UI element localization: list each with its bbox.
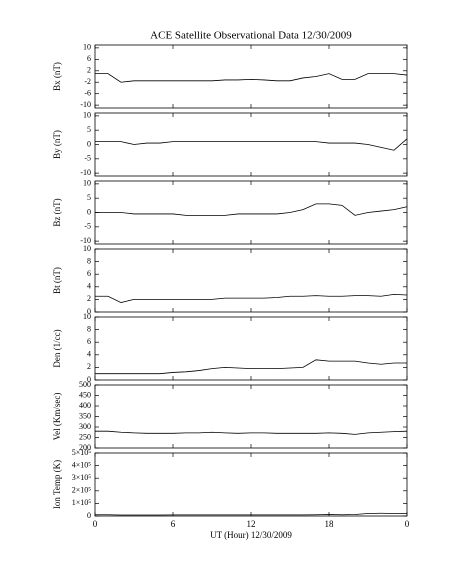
data-line	[95, 512, 407, 516]
y-tick-label: -5	[84, 154, 91, 163]
y-tick-label: 450	[79, 390, 91, 399]
y-tick-label: 2	[87, 294, 91, 303]
y-axis-label: Ion Temp (K)	[52, 460, 62, 509]
y-tick-label: 2	[87, 66, 91, 75]
y-axis-label: Vel (Km/sec)	[52, 393, 62, 441]
y-tick-label: -10	[80, 236, 91, 245]
y-tick-label: 2×10⁵	[72, 486, 92, 495]
data-line	[95, 138, 408, 151]
y-tick-label: -6	[84, 89, 91, 98]
x-tick-label: 0	[93, 519, 98, 529]
y-tick-label: 500	[79, 380, 91, 389]
y-axis-label: Bx (nT)	[52, 62, 62, 91]
panel-frame	[94, 384, 408, 449]
y-tick-label: 8	[87, 256, 91, 265]
x-axis-label: UT (Hour) 12/30/2009	[210, 530, 292, 540]
y-tick-label: 0	[87, 207, 91, 216]
y-tick-label: 4	[87, 350, 91, 359]
y-tick-label: 4	[87, 282, 91, 291]
panel-frame	[94, 316, 408, 381]
data-line	[95, 73, 408, 83]
y-tick-label: 200	[79, 443, 91, 452]
panel-frame	[94, 44, 408, 109]
y-tick-label: 10	[83, 312, 91, 321]
y-tick-label: 0	[87, 511, 91, 520]
y-tick-label: 10	[83, 111, 91, 120]
panel-frame	[94, 180, 408, 245]
y-tick-label: 2	[87, 362, 91, 371]
y-tick-label: -10	[80, 168, 91, 177]
y-axis-label: By (nT)	[52, 130, 62, 159]
y-tick-label: 400	[79, 401, 91, 410]
y-tick-label: 8	[87, 324, 91, 333]
y-tick-label: 1×10⁵	[72, 498, 92, 507]
panel-frame	[94, 248, 408, 313]
y-tick-label: 6	[87, 269, 91, 278]
y-tick-label: -5	[84, 222, 91, 231]
y-tick-label: 5×10⁵	[72, 448, 92, 457]
y-tick-label: 5	[87, 193, 91, 202]
y-tick-label: 10	[83, 43, 91, 52]
y-axis-label: Den (1/cc)	[52, 329, 62, 367]
data-line	[95, 293, 408, 303]
y-tick-label: -2	[84, 77, 91, 86]
y-tick-label: 5	[87, 125, 91, 134]
data-line	[95, 430, 408, 435]
y-tick-label: 10	[83, 179, 91, 188]
y-tick-label: -10	[80, 100, 91, 109]
panel-frame	[94, 112, 408, 177]
x-tick-label: 18	[325, 519, 335, 529]
y-tick-label: 250	[79, 432, 91, 441]
x-tick-label: 6	[171, 519, 176, 529]
y-tick-label: 0	[87, 307, 91, 316]
y-tick-label: 10	[83, 244, 91, 253]
y-tick-label: 300	[79, 422, 91, 431]
y-tick-label: 350	[79, 411, 91, 420]
chart-title: ACE Satellite Observational Data 12/30/2…	[150, 30, 352, 42]
y-axis-label: Bz (nT)	[52, 198, 62, 226]
y-tick-label: 4×10⁵	[72, 460, 92, 469]
data-line	[95, 203, 408, 216]
y-axis-label: Bt (nT)	[52, 267, 62, 294]
x-tick-label: 12	[247, 519, 256, 529]
y-tick-label: 6	[87, 54, 91, 63]
y-tick-label: 3×10⁵	[72, 473, 92, 482]
y-tick-label: 0	[87, 375, 91, 384]
data-line	[95, 359, 407, 375]
y-tick-label: 0	[87, 139, 91, 148]
panel-frame	[94, 452, 408, 517]
x-tick-label: 0	[405, 519, 410, 529]
y-tick-label: 6	[87, 337, 91, 346]
